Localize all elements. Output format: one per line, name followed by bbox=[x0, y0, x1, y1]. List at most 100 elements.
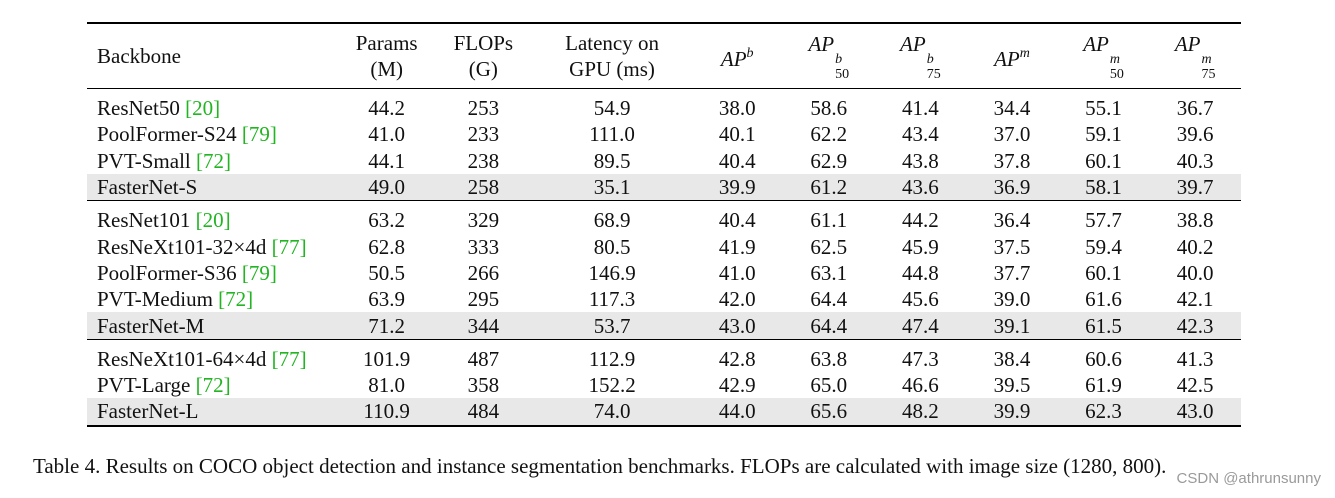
citation-link[interactable]: [20] bbox=[195, 208, 231, 233]
value-cell: 44.2 bbox=[368, 96, 406, 121]
value-cell: 41.0 bbox=[368, 122, 406, 147]
table-caption: Table 4. Results on COCO object detectio… bbox=[33, 454, 1167, 478]
value-cell: 42.3 bbox=[1149, 312, 1241, 340]
metric-base: AP bbox=[994, 46, 1020, 71]
backbone-cell: PoolFormer-S24 [79] bbox=[87, 121, 339, 147]
value-cell: 49.0 bbox=[339, 173, 434, 201]
table-row: ResNeXt101-64×4d [77] 101.9 487 112.9 42.8 63… bbox=[87, 339, 1241, 372]
results-table-container: Backbone Params (M) FLOPs (G) Latency on… bbox=[87, 22, 1241, 427]
value-cell: 41.0 bbox=[718, 260, 756, 285]
value-cell: 40.4 bbox=[718, 148, 756, 173]
header-flops-line1: FLOPs bbox=[453, 31, 514, 55]
backbone-cell: PVT-Small [72] bbox=[87, 148, 339, 174]
value-cell: 68.9 bbox=[593, 208, 631, 233]
citation-link[interactable]: [20] bbox=[185, 96, 221, 121]
value-cell: 233 bbox=[467, 122, 500, 147]
value-cell: 48.2 bbox=[874, 398, 967, 426]
value-cell: 487 bbox=[467, 346, 500, 371]
value-cell: 44.8 bbox=[902, 260, 939, 285]
backbone-name: PVT-Medium bbox=[97, 287, 213, 312]
value-cell: 358 bbox=[467, 373, 500, 398]
header-params-line1: Params bbox=[355, 31, 418, 55]
backbone-name: FasterNet-S bbox=[97, 175, 198, 200]
header-backbone: Backbone bbox=[97, 44, 181, 68]
metric-sup: b bbox=[746, 45, 754, 61]
value-cell: 41.3 bbox=[1176, 346, 1214, 371]
metric-scripts: m 50 bbox=[1110, 52, 1124, 82]
backbone-name: ResNet101 bbox=[97, 208, 191, 233]
backbone-name: PoolFormer-S24 bbox=[97, 122, 237, 147]
citation-link[interactable]: [77] bbox=[271, 346, 307, 371]
backbone-cell: ResNet101 [20] bbox=[87, 201, 339, 234]
value-cell: 47.3 bbox=[902, 346, 939, 371]
value-cell: 74.0 bbox=[532, 398, 692, 426]
value-cell: 61.6 bbox=[1085, 287, 1122, 312]
value-cell: 62.9 bbox=[810, 148, 848, 173]
value-cell: 39.1 bbox=[966, 312, 1058, 340]
value-cell: 36.7 bbox=[1176, 96, 1214, 121]
backbone-cell: ResNeXt101-32×4d [77] bbox=[87, 233, 339, 259]
citation-link[interactable]: [72] bbox=[195, 373, 231, 398]
value-cell: 41.9 bbox=[718, 234, 756, 259]
citation-link[interactable]: [79] bbox=[241, 122, 277, 147]
watermark: CSDN @athrunsunny bbox=[1176, 470, 1321, 487]
value-cell: 60.6 bbox=[1085, 346, 1122, 371]
header-metric-2: AP b 75 bbox=[875, 23, 967, 89]
value-cell: 61.1 bbox=[810, 208, 848, 233]
table-row: PVT-Small [72] 44.1 238 89.5 40.4 62.9 43.8 37.… bbox=[87, 148, 1241, 174]
metric-sub: 75 bbox=[926, 66, 941, 82]
value-cell: 40.2 bbox=[1176, 234, 1214, 259]
value-cell: 40.0 bbox=[1176, 260, 1214, 285]
value-cell: 60.1 bbox=[1085, 148, 1122, 173]
backbone-cell: ResNeXt101-64×4d [77] bbox=[87, 339, 339, 372]
value-cell: 41.4 bbox=[902, 96, 939, 121]
backbone-name: PVT-Small bbox=[97, 148, 191, 173]
backbone-cell: ResNet50 [20] bbox=[87, 89, 339, 122]
metric-scripts: b 75 bbox=[927, 52, 941, 82]
header-metric-5: AP m 75 bbox=[1149, 23, 1241, 89]
metric-label: AP m 50 bbox=[1083, 32, 1124, 82]
metric-base: AP bbox=[808, 31, 835, 56]
value-cell: 39.0 bbox=[993, 287, 1031, 312]
table-row: ResNeXt101-32×4d [77] 62.8 333 80.5 41.9 62.5… bbox=[87, 233, 1241, 259]
value-cell: 39.6 bbox=[1176, 122, 1214, 147]
citation-link[interactable]: [79] bbox=[241, 260, 277, 285]
header-params: Params (M) bbox=[339, 23, 434, 89]
value-cell: 60.1 bbox=[1085, 260, 1122, 285]
backbone-cell: FasterNet-M bbox=[87, 312, 340, 340]
value-cell: 62.5 bbox=[810, 234, 848, 259]
header-metric-4: AP m 50 bbox=[1058, 23, 1150, 89]
value-cell: 42.8 bbox=[718, 346, 756, 371]
citation-link[interactable]: [72] bbox=[218, 287, 254, 312]
metric-base: AP bbox=[1174, 31, 1201, 56]
value-cell: 65.6 bbox=[783, 398, 875, 426]
metric-sup: m bbox=[1019, 45, 1030, 61]
value-cell: 62.2 bbox=[810, 122, 848, 147]
metric-sup: b bbox=[926, 51, 934, 67]
value-cell: 152.2 bbox=[588, 373, 636, 398]
value-cell: 57.7 bbox=[1085, 208, 1122, 233]
backbone-name: ResNeXt101-64×4d bbox=[97, 346, 267, 371]
backbone-name: FasterNet-M bbox=[97, 313, 205, 338]
value-cell: 61.2 bbox=[783, 173, 875, 201]
header-flops-line2: (G) bbox=[468, 57, 498, 81]
table-row: PVT-Large [72] 81.0 358 152.2 42.9 65.0 46.6 39… bbox=[87, 372, 1241, 398]
metric-sub: 50 bbox=[1109, 66, 1124, 82]
value-cell: 40.4 bbox=[718, 208, 756, 233]
header-latency: Latency on GPU (ms) bbox=[533, 23, 692, 89]
value-cell: 89.5 bbox=[593, 148, 631, 173]
value-cell: 53.7 bbox=[532, 312, 692, 340]
value-cell: 146.9 bbox=[588, 260, 636, 285]
table-row: FasterNet-M 71.2 344 53.7 43.0 64.4 47.4 39.1 61… bbox=[87, 312, 1241, 340]
header-row: Backbone Params (M) FLOPs (G) Latency on… bbox=[87, 23, 1241, 89]
value-cell: 35.1 bbox=[532, 173, 692, 201]
citation-link[interactable]: [72] bbox=[196, 148, 231, 173]
value-cell: 59.1 bbox=[1085, 122, 1122, 147]
citation-link[interactable]: [77] bbox=[271, 234, 307, 259]
value-cell: 62.3 bbox=[1057, 398, 1150, 426]
value-cell: 71.2 bbox=[339, 312, 434, 340]
value-cell: 258 bbox=[433, 173, 533, 201]
value-cell: 58.6 bbox=[810, 96, 848, 121]
value-cell: 34.4 bbox=[993, 96, 1031, 121]
backbone-name: PVT-Large bbox=[97, 373, 191, 398]
